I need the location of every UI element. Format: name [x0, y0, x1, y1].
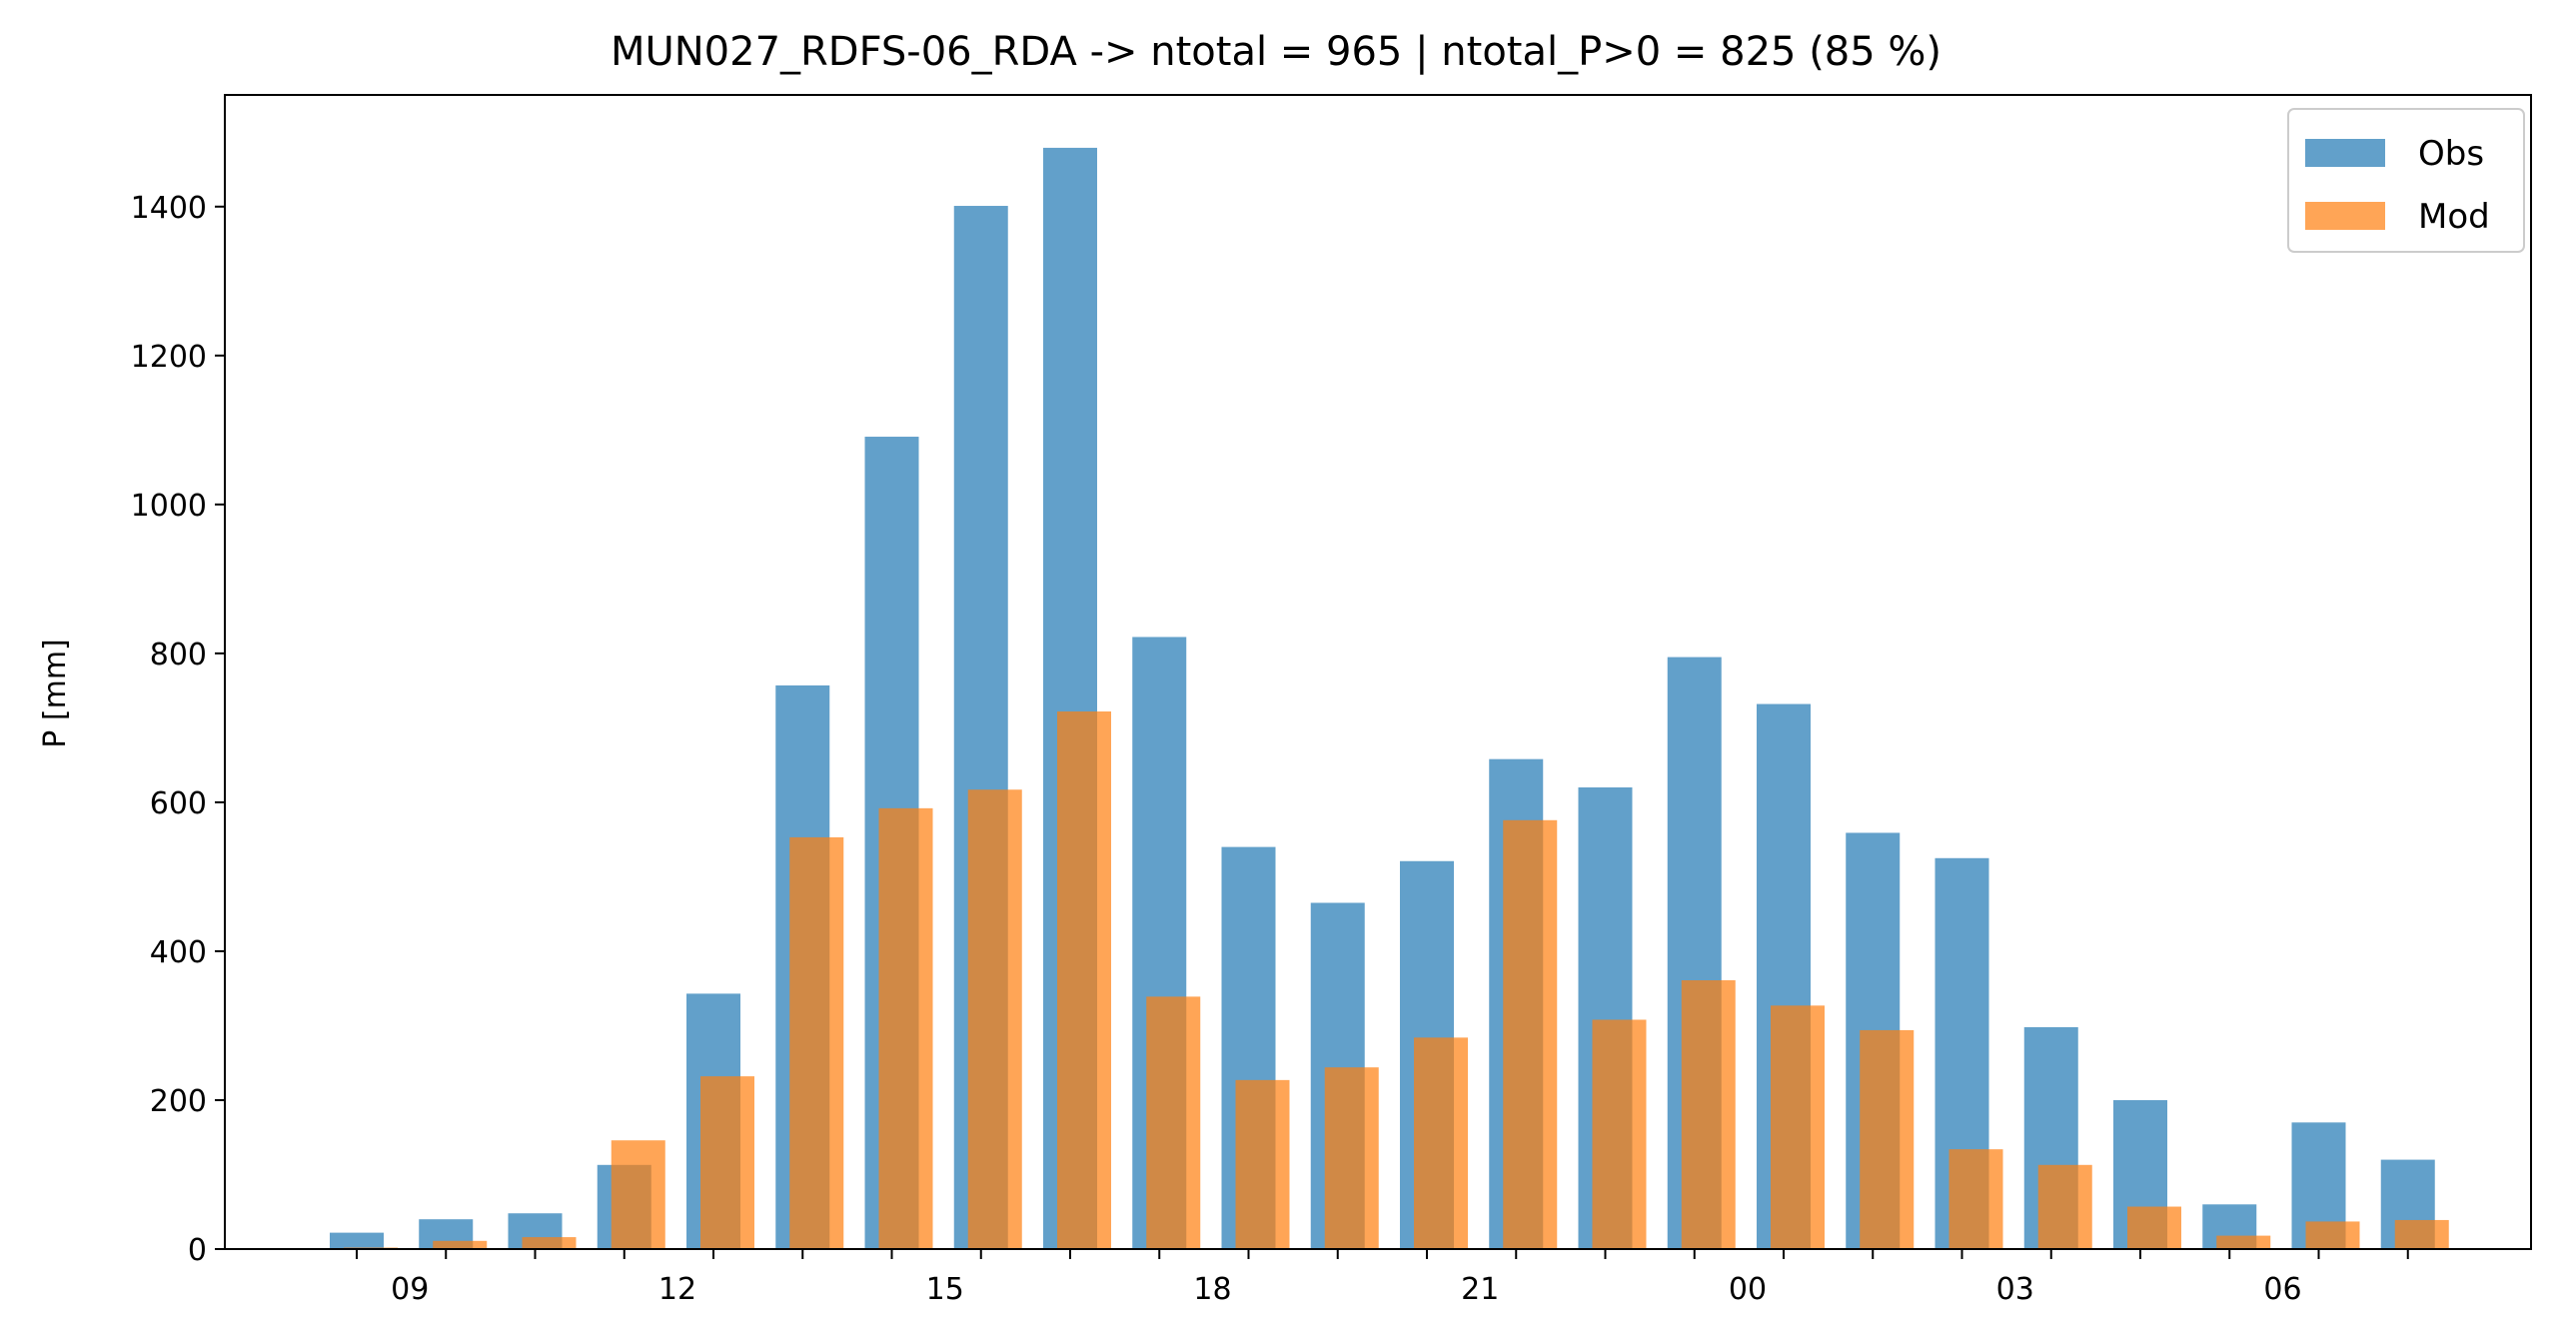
- legend-swatch-obs: [2305, 139, 2385, 167]
- legend-label-mod: Mod: [2418, 197, 2490, 237]
- legend: Obs Mod: [2287, 108, 2525, 253]
- bar-mod-03: [2037, 1164, 2092, 1249]
- x-tick-label-15: 15: [926, 1272, 964, 1307]
- x-tick-label-09: 09: [391, 1272, 429, 1307]
- bar-mod-00: [1771, 1005, 1825, 1249]
- x-tick-label-00: 00: [1729, 1272, 1767, 1307]
- bar-mod-20: [1414, 1037, 1468, 1249]
- bar-mod-23: [1681, 980, 1736, 1249]
- bar-mod-13: [789, 836, 844, 1249]
- bar-mod-12: [700, 1076, 754, 1249]
- legend-swatch-mod: [2305, 202, 2385, 230]
- bar-mod-18: [1235, 1079, 1290, 1249]
- bar-mod-02: [1948, 1149, 2003, 1249]
- y-tick-label-800: 800: [150, 638, 207, 672]
- y-axis-label: P [mm]: [38, 639, 73, 747]
- bar-mod-22: [1592, 1019, 1647, 1249]
- x-tick-label-21: 21: [1461, 1272, 1499, 1307]
- bar-mod-07: [2394, 1219, 2449, 1249]
- bar-mod-06: [2305, 1221, 2360, 1249]
- bar-obs-08: [330, 1232, 384, 1249]
- bar-mod-14: [878, 807, 933, 1249]
- bar-mod-11: [611, 1140, 665, 1249]
- y-tick-label-1200: 1200: [131, 340, 207, 375]
- y-tick-label-600: 600: [150, 786, 207, 821]
- bar-mod-01: [1860, 1029, 1915, 1249]
- chart-title: MUN027_RDFS-06_RDA -> ntotal = 965 | nto…: [611, 29, 1941, 75]
- bar-mod-16: [1057, 710, 1111, 1249]
- x-tick-label-03: 03: [1996, 1272, 2034, 1307]
- bar-mod-15: [967, 789, 1022, 1249]
- x-tick-label-06: 06: [2263, 1272, 2301, 1307]
- bar-mod-04: [2127, 1206, 2181, 1249]
- bar-mod-10: [522, 1237, 577, 1249]
- x-tick-label-18: 18: [1193, 1272, 1231, 1307]
- plot-area: 0 200 400 600 800 1000 1200 1400 09 12 15 18 21 00 03 0…: [131, 94, 2532, 1307]
- bar-mod-09: [433, 1240, 488, 1249]
- x-tick-label-12: 12: [658, 1272, 696, 1307]
- bar-mod-19: [1324, 1067, 1379, 1249]
- plot-frame: [224, 94, 2532, 1250]
- legend-label-obs: Obs: [2418, 134, 2484, 174]
- bar-mod-05: [2216, 1235, 2271, 1249]
- bar-mod-17: [1146, 996, 1201, 1249]
- y-tick-label-1400: 1400: [131, 191, 207, 226]
- bar-mod-21: [1503, 819, 1558, 1249]
- y-tick-label-0: 0: [188, 1233, 207, 1268]
- y-tick-label-400: 400: [150, 935, 207, 970]
- y-tick-label-1000: 1000: [131, 489, 207, 524]
- y-tick-label-200: 200: [150, 1084, 207, 1119]
